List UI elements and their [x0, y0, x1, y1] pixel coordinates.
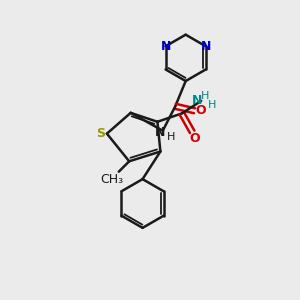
Text: N: N	[192, 94, 203, 107]
Text: O: O	[189, 132, 200, 145]
Text: CH₃: CH₃	[100, 172, 123, 186]
Text: S: S	[96, 127, 105, 140]
Text: N: N	[160, 40, 171, 53]
Text: O: O	[196, 104, 206, 117]
Text: N: N	[155, 126, 166, 139]
Text: H: H	[200, 91, 209, 100]
Text: N: N	[201, 40, 211, 53]
Text: H: H	[208, 100, 217, 110]
Text: H: H	[167, 132, 175, 142]
